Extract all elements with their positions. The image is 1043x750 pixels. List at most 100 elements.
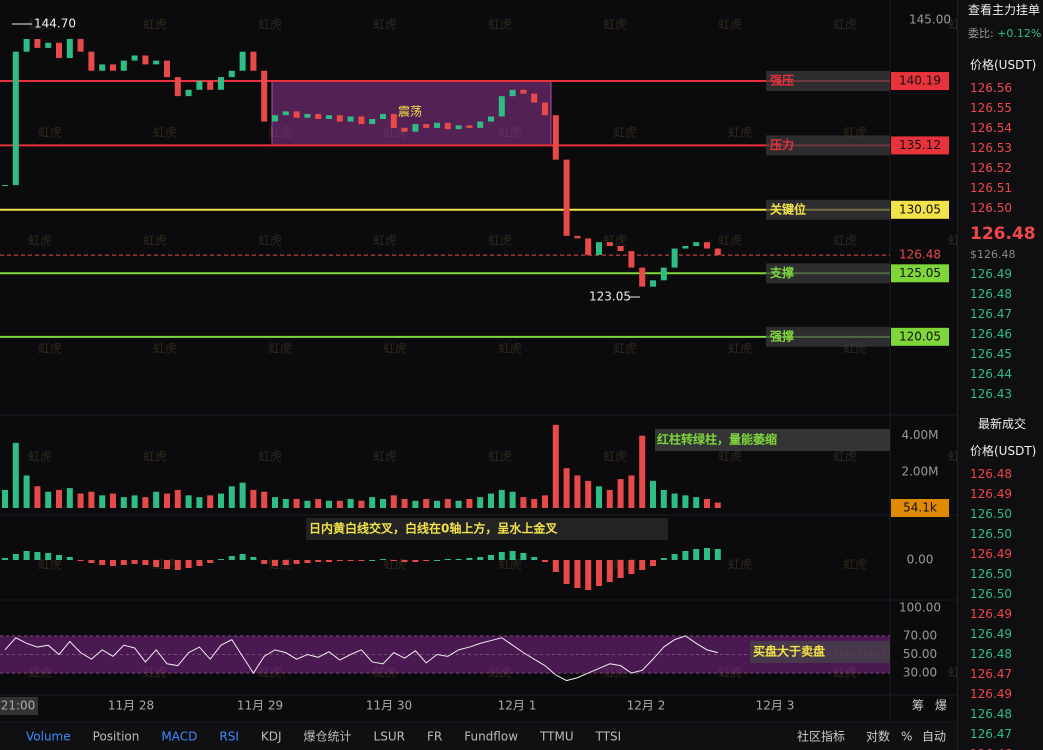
- level-value-bg: [891, 72, 949, 91]
- macd-bar: [455, 559, 462, 560]
- toolbar-item[interactable]: MACD: [161, 730, 197, 744]
- x-tick-label: 12月 3: [756, 699, 795, 713]
- level-value-bg: [891, 136, 949, 155]
- candle: [250, 51, 257, 71]
- macd-bar: [563, 560, 570, 584]
- candle: [380, 113, 386, 120]
- macd-bar: [714, 549, 721, 560]
- candle: [390, 113, 397, 128]
- level-tag-bg: [766, 135, 890, 156]
- volume-bar: [239, 482, 246, 508]
- order-panel: 查看主力挂单 委比: +0.12% 价格(USDT) 126.56 126.55 1…: [957, 0, 1043, 750]
- volume-bar: [671, 493, 678, 508]
- annotation: 买盘大于卖盘: [753, 644, 825, 659]
- annotation-bg: [750, 641, 890, 663]
- macd-bar: [261, 560, 268, 564]
- candle: [304, 113, 311, 118]
- ask-price: 126.56: [970, 81, 1012, 95]
- y-tick-label: 70.00: [903, 628, 937, 642]
- toolbar-item[interactable]: Position: [93, 730, 140, 744]
- candle: [45, 42, 52, 48]
- volume-bar: [423, 498, 430, 508]
- volume-bar: [250, 489, 257, 508]
- watermark: 虹虎: [728, 558, 752, 572]
- trade-price: 126.49: [970, 627, 1012, 641]
- trades-header: 价格(USDT): [970, 444, 1037, 458]
- volume-bar: [509, 491, 516, 508]
- level-value-bg: [891, 200, 949, 219]
- macd-bar: [282, 560, 289, 565]
- candle: [272, 115, 278, 122]
- side-button[interactable]: 筹: [912, 699, 924, 713]
- toolbar-item[interactable]: FR: [427, 730, 442, 744]
- macd-bar: [131, 560, 138, 564]
- volume-bar: [552, 424, 559, 508]
- candle: [218, 77, 224, 90]
- toolbar-right[interactable]: %: [901, 730, 912, 744]
- watermark: 虹虎: [488, 234, 512, 248]
- bid-price: 126.46: [970, 327, 1012, 341]
- candle: [358, 116, 365, 125]
- trades-title: 最新成交: [978, 417, 1027, 431]
- toolbar-right[interactable]: 对数: [866, 729, 890, 744]
- macd-bar: [671, 554, 678, 560]
- volume-current: 54.1k: [903, 501, 937, 515]
- toolbar-item[interactable]: Fundflow: [464, 730, 518, 744]
- toolbar-item[interactable]: Volume: [26, 730, 71, 744]
- candle: [99, 64, 106, 71]
- toolbar-item[interactable]: RSI: [219, 730, 239, 744]
- candle: [606, 242, 613, 247]
- level-name: 支撑: [769, 265, 794, 280]
- volume-bar: [282, 498, 289, 508]
- toolbar-item[interactable]: LSUR: [374, 730, 405, 744]
- watermark: 虹虎: [143, 234, 167, 248]
- watermark: 虹虎: [373, 18, 397, 32]
- level-name: 压力: [770, 137, 794, 152]
- volume-bar: [380, 498, 386, 508]
- annotation-bg: [306, 518, 668, 540]
- toolbar-item[interactable]: TTMU: [539, 730, 574, 744]
- side-button[interactable]: 爆: [935, 699, 947, 713]
- ask-price: 126.51: [970, 181, 1012, 195]
- trade-price: 126.48: [970, 467, 1012, 481]
- volume-bar: [444, 498, 451, 508]
- y-tick-label: 2.00M: [901, 464, 938, 478]
- watermark: 虹虎: [38, 126, 62, 140]
- macd-bar: [56, 555, 62, 560]
- volume-bar: [498, 489, 505, 508]
- trade-price: 126.49: [970, 607, 1012, 621]
- volume-bar: [272, 497, 278, 508]
- candle: [704, 242, 710, 249]
- trade-price: 126.46: [958, 744, 1043, 750]
- macd-bar: [228, 556, 235, 560]
- panel-title[interactable]: 查看主力挂单: [968, 3, 1041, 17]
- macd-bar: [272, 560, 278, 566]
- volume-bar: [520, 497, 527, 508]
- asks: 126.56 126.55 126.54 126.53 126.52 126.51 126.…: [958, 78, 1043, 218]
- toolbar-item[interactable]: KDJ: [261, 730, 282, 744]
- watermark: 虹虎: [143, 18, 167, 32]
- x-tick-label: 12月 2: [627, 699, 666, 713]
- macd-bar: [120, 560, 127, 565]
- toolbar-right[interactable]: 自动: [922, 730, 946, 744]
- toolbar-right[interactable]: 社区指标: [797, 729, 845, 744]
- toolbar-item[interactable]: 爆仓统计: [304, 730, 352, 744]
- volume-bar: [585, 480, 592, 508]
- volume-bar: [304, 500, 311, 508]
- toolbar-item[interactable]: TTSI: [595, 730, 622, 744]
- volume-bar: [682, 495, 689, 508]
- ask-price: 126.50: [970, 201, 1012, 215]
- volume-bar: [412, 500, 419, 508]
- candle: [498, 96, 505, 117]
- macd-bar: [185, 560, 192, 568]
- macd-bar: [617, 560, 624, 578]
- level-name: 关键位: [770, 201, 806, 216]
- macd-bar: [466, 558, 473, 560]
- macd-bar: [542, 560, 548, 562]
- macd-bar: [336, 560, 343, 561]
- watermark: 虹虎: [948, 666, 957, 680]
- watermark: 虹虎: [28, 18, 52, 32]
- trade-price: 126.49: [970, 687, 1012, 701]
- volume-bar: [66, 488, 73, 508]
